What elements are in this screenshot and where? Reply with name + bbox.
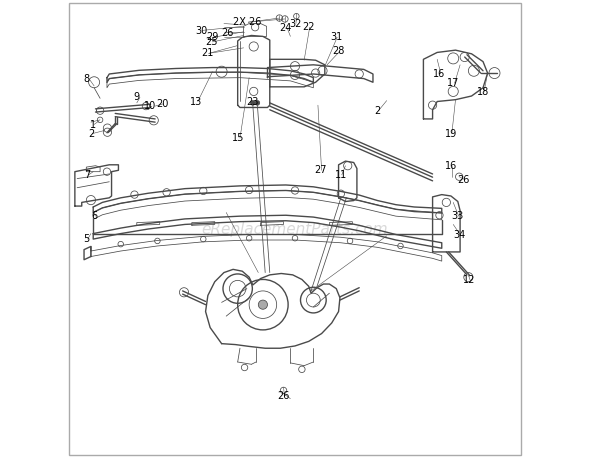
Text: 9: 9 [134, 92, 140, 102]
Text: 24: 24 [280, 23, 292, 33]
Circle shape [251, 101, 255, 106]
FancyBboxPatch shape [70, 4, 520, 455]
Text: 19: 19 [445, 129, 457, 139]
Text: 16: 16 [445, 161, 457, 170]
Text: 17: 17 [447, 78, 460, 88]
Text: 2X 26: 2X 26 [232, 17, 261, 27]
Circle shape [258, 301, 267, 309]
Text: 16: 16 [433, 69, 445, 79]
Text: eReplacementParts.com: eReplacementParts.com [202, 222, 388, 237]
Text: 15: 15 [231, 133, 244, 143]
Text: 29: 29 [206, 32, 219, 42]
Text: 5: 5 [83, 234, 90, 244]
Text: 7: 7 [84, 169, 91, 179]
Text: 21: 21 [202, 48, 214, 58]
Text: 26: 26 [277, 390, 290, 400]
Text: 22: 22 [303, 22, 315, 32]
Text: 34: 34 [453, 229, 466, 239]
Text: 6: 6 [91, 211, 97, 221]
Text: 20: 20 [156, 99, 168, 109]
Text: 11: 11 [335, 169, 347, 179]
Text: 8: 8 [83, 73, 90, 84]
Text: 25: 25 [205, 37, 218, 47]
Text: 26: 26 [221, 28, 233, 38]
Text: 26: 26 [458, 174, 470, 184]
Text: 12: 12 [463, 275, 476, 285]
Text: 18: 18 [477, 87, 489, 97]
Circle shape [255, 101, 260, 106]
Text: 27: 27 [314, 165, 327, 175]
Text: 33: 33 [452, 211, 464, 221]
Text: 13: 13 [190, 96, 202, 106]
Text: 32: 32 [289, 18, 301, 28]
Text: 1: 1 [90, 119, 96, 129]
Text: 31: 31 [330, 32, 342, 42]
Text: 2: 2 [88, 129, 94, 139]
Text: 10: 10 [145, 101, 157, 111]
Text: 23: 23 [247, 96, 259, 106]
Text: 28: 28 [332, 46, 345, 56]
Text: 2: 2 [375, 106, 381, 116]
Text: 30: 30 [195, 25, 207, 35]
